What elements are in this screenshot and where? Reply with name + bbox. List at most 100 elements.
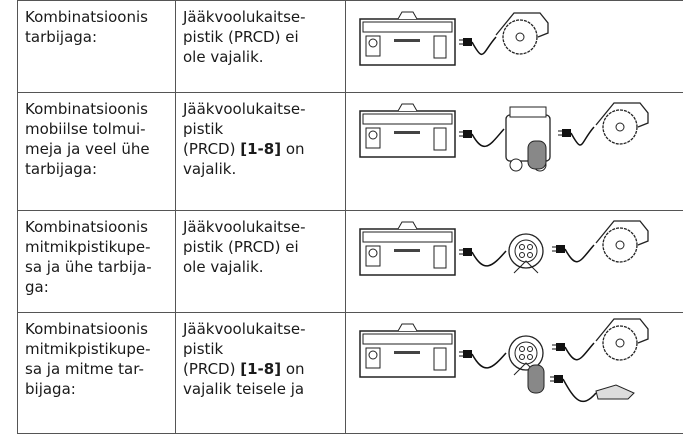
table-row: Kombinatsioonis mitmikpistikupe-sa ja mit… (18, 313, 683, 434)
table-row: Kombinatsioonis mobiilse tolmui-meja ja v… (18, 93, 683, 211)
text: tarbijaga: (25, 160, 97, 178)
vacuum-top (510, 107, 546, 117)
text: mitmikpistikupe- (25, 238, 151, 256)
text-line: Kombinatsioonis (25, 319, 168, 339)
text-line: Kombinatsioonis (25, 7, 168, 27)
plug (463, 350, 472, 358)
sander (596, 385, 634, 399)
bold-ref: [1-8] (240, 140, 281, 158)
illustration-cell (346, 1, 683, 93)
text: bijaga: (25, 380, 76, 398)
cable (565, 343, 594, 360)
text: Jääkvoolukaitse- (183, 320, 306, 338)
text-line: tarbijaga: (25, 159, 168, 179)
label-cell: Kombinatsioonis mobiilse tolmui-meja ja v… (18, 93, 176, 211)
label (394, 39, 420, 42)
text: Kombinatsioonis (25, 320, 148, 338)
text-line: pistik (PRCD) ei (183, 27, 338, 47)
text: meja ja veel ühe (25, 140, 150, 158)
text: sa ja ühe tarbija- (25, 258, 152, 276)
box-handle (398, 104, 417, 111)
text: Jääkvoolukaitse- (183, 8, 306, 26)
text: mobiilse tolmui- (25, 120, 146, 138)
illustration-cell (346, 93, 683, 211)
text-line: Jääkvoolukaitse- (183, 319, 338, 339)
text: Kombinatsioonis (25, 100, 148, 118)
box-handle (398, 324, 417, 331)
cable (571, 127, 594, 145)
text: sa ja mitme tar- (25, 360, 144, 378)
illustration-cell (346, 211, 683, 313)
text: tarbijaga: (25, 28, 97, 46)
text-line: ole vajalik. (183, 257, 338, 277)
text-line: Kombinatsioonis (25, 217, 168, 237)
note-cell: Jääkvoolukaitse-pistik (PRCD) ei ole vaja… (176, 211, 346, 313)
label-cell: Kombinatsioonis mitmikpistikupe-sa ja mit… (18, 313, 176, 434)
text: on (286, 360, 305, 378)
text-line: Jääkvoolukaitse- (183, 217, 338, 237)
text-line: pistik (183, 339, 338, 359)
wheel (510, 159, 522, 171)
text: ole vajalik. (183, 258, 264, 276)
text-line: meja ja veel ühe (25, 139, 168, 159)
text: ga: (25, 278, 49, 296)
cable (472, 129, 504, 146)
adapter (528, 365, 544, 393)
text: Jääkvoolukaitse- (183, 100, 306, 118)
label (394, 351, 420, 354)
plug (463, 130, 472, 138)
box-handle (398, 222, 417, 229)
text: ole vajalik. (183, 48, 264, 66)
saw-blade (603, 326, 637, 360)
text: pistik (PRCD) ei (183, 28, 299, 46)
text-line: tarbijaga: (25, 27, 168, 47)
note-cell: Jääkvoolukaitse-pistik (PRCD) ei ole vaja… (176, 1, 346, 93)
cable (565, 245, 594, 262)
saw-blade (503, 20, 537, 54)
text: Jääkvoolukaitse- (183, 218, 306, 236)
text-line: pistik (PRCD) ei (183, 237, 338, 257)
illustration-cell (346, 313, 683, 434)
cable (472, 251, 506, 266)
saw-blade (603, 228, 637, 262)
text: pistik (183, 120, 223, 138)
text-line: ole vajalik. (183, 47, 338, 67)
adapter (528, 141, 546, 169)
text-line: pistik (183, 119, 338, 139)
text: (PRCD) (183, 360, 235, 378)
cable (472, 353, 506, 368)
text: pistik (183, 340, 223, 358)
text-line: sa ja ühe tarbija- (25, 257, 168, 277)
cable (563, 379, 596, 401)
combination-table: Kombinatsioonis tarbijaga: Jääkvoolukaitse… (17, 0, 683, 434)
text: Kombinatsioonis (25, 218, 148, 236)
plug (554, 375, 563, 383)
text: Kombinatsioonis (25, 8, 148, 26)
plug (562, 129, 571, 137)
illustration (346, 313, 676, 413)
text: (PRCD) (183, 140, 235, 158)
bold-ref: [1-8] (240, 360, 281, 378)
text: vajalik. (183, 160, 236, 178)
label-cell: Kombinatsioonis tarbijaga: (18, 1, 176, 93)
saw-blade (603, 110, 637, 144)
box-handle (398, 12, 417, 19)
text-line: (PRCD) [1-8] on (183, 139, 338, 159)
label-cell: Kombinatsioonis mitmikpistikupe-sa ja ühe… (18, 211, 176, 313)
text: pistik (PRCD) ei (183, 238, 299, 256)
text-line: mitmikpistikupe- (25, 237, 168, 257)
illustration (346, 1, 676, 89)
text-line: bijaga: (25, 379, 168, 399)
text-line: ga: (25, 277, 168, 297)
plug (556, 343, 565, 351)
illustration (346, 93, 676, 193)
text: mitmikpistikupe- (25, 340, 151, 358)
text: on (286, 140, 305, 158)
text-line: vajalik teisele ja (183, 379, 338, 399)
label (394, 131, 420, 134)
table-row: Kombinatsioonis tarbijaga: Jääkvoolukaitse… (18, 1, 683, 93)
reel (509, 234, 543, 268)
text-line: sa ja mitme tar- (25, 359, 168, 379)
cable (472, 37, 496, 54)
